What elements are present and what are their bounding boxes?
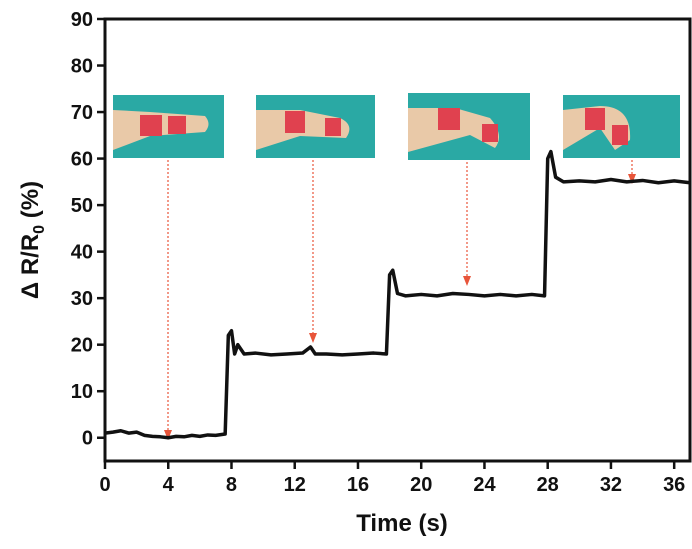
x-tick-label: 32 <box>600 474 622 496</box>
x-tick-label: 20 <box>410 474 432 496</box>
arrows <box>164 160 636 440</box>
x-tick-label: 8 <box>226 474 237 496</box>
y-tick-label: 20 <box>71 335 93 357</box>
insets <box>113 93 680 160</box>
inset-photo <box>256 95 375 158</box>
inset-photo <box>408 93 530 160</box>
x-tick-label: 0 <box>99 474 110 496</box>
y-tick-label: 70 <box>71 102 93 124</box>
y-axis-title: Δ R/R0 (%) <box>17 181 48 299</box>
x-axis-title: Time (s) <box>356 510 448 537</box>
inset-photo <box>563 95 680 158</box>
y-tick-label: 10 <box>71 381 93 403</box>
y-tick-label: 0 <box>82 428 93 450</box>
y-tick-label: 60 <box>71 149 93 171</box>
y-tick-label: 40 <box>71 242 93 264</box>
x-tick-label: 28 <box>537 474 559 496</box>
x-tick-label: 4 <box>163 474 175 496</box>
x-tick-label: 16 <box>347 474 369 496</box>
inset-photo <box>113 95 224 158</box>
y-tick-label: 90 <box>71 9 93 31</box>
x-tick-label: 36 <box>663 474 685 496</box>
y-tick-label: 30 <box>71 288 93 310</box>
x-tick-label: 12 <box>284 474 306 496</box>
y-tick-label: 80 <box>71 56 93 78</box>
x-tick-label: 24 <box>473 474 496 496</box>
y-tick-label: 50 <box>71 195 93 217</box>
data-line <box>104 149 691 440</box>
plot-frame <box>103 17 692 463</box>
